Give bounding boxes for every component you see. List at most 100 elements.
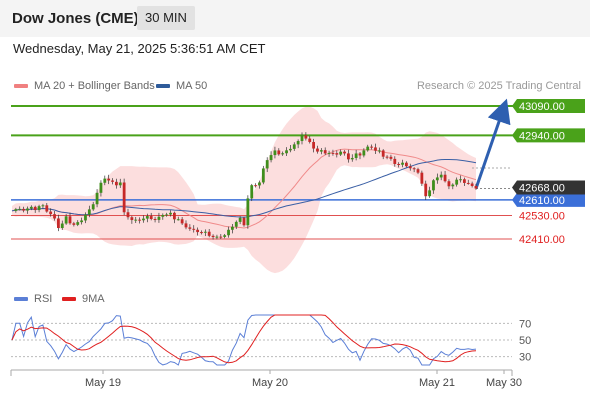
candle-body — [474, 185, 478, 189]
candle-body — [281, 153, 285, 155]
candle-body — [424, 183, 428, 197]
candle-body — [115, 181, 118, 186]
candle-body — [385, 156, 389, 158]
candle-body — [49, 211, 53, 215]
candle-body — [466, 182, 470, 184]
candle-body — [176, 219, 180, 221]
candle-body — [184, 223, 188, 228]
candle-body — [72, 223, 76, 225]
candle-body — [254, 185, 257, 187]
candle-body — [134, 219, 138, 221]
chart-datetime: Wednesday, May 21, 2025 5:36:51 AM CET — [13, 41, 266, 56]
candle-body — [169, 212, 172, 215]
candle-body — [130, 217, 134, 221]
candle-body — [443, 174, 447, 182]
legend-ma50-label: MA 50 — [176, 80, 208, 92]
legend-9ma: 9MA — [62, 293, 105, 305]
candle-body — [76, 222, 80, 225]
candle-body — [41, 205, 45, 207]
candle-body — [107, 178, 111, 181]
timeframe-badge[interactable]: 30 MIN — [137, 6, 195, 30]
candle-body — [33, 206, 37, 211]
candle-body — [362, 150, 366, 156]
candle-body — [389, 156, 393, 159]
candle-body — [142, 218, 145, 221]
candle-body — [173, 212, 176, 220]
candle-body — [289, 148, 292, 151]
candle-body — [161, 214, 165, 217]
candle-body — [393, 158, 397, 164]
level-label-0-bg — [512, 99, 585, 113]
candle-body — [381, 150, 385, 157]
candle-body — [265, 160, 269, 169]
candle-body — [285, 150, 288, 154]
copyright-text: Research © 2025 Trading Central — [416, 80, 581, 92]
candle-body — [126, 212, 130, 218]
candle-body — [45, 205, 49, 212]
candle-body — [223, 235, 227, 237]
9ma-swatch — [62, 297, 76, 301]
candle-body — [87, 209, 91, 215]
candle-body — [68, 216, 72, 224]
candle-body — [308, 138, 312, 142]
candle-body — [145, 216, 149, 219]
candle-body — [203, 231, 207, 233]
candle-body — [455, 179, 459, 185]
legend-rsi-label: RSI — [34, 293, 53, 305]
candle-body — [29, 206, 33, 209]
candle-body — [405, 162, 408, 167]
level-label-1-bg — [512, 128, 585, 143]
candle-body — [219, 236, 223, 238]
header-bar: Dow Jones (CME) 30 MIN — [0, 0, 590, 37]
candle-body — [412, 168, 416, 170]
bollinger-band — [12, 106, 476, 274]
level-label-2-bg — [512, 192, 585, 207]
candle-body — [149, 216, 153, 220]
legend-ma20-label: MA 20 + Bollinger Bands — [34, 80, 155, 92]
rsi-9ma-line — [11, 314, 477, 364]
candle-body — [231, 226, 234, 230]
rsi-swatch — [14, 297, 28, 301]
legend-rsi: RSI — [14, 293, 52, 305]
candle-body — [370, 146, 373, 148]
current-price-label-bg — [512, 180, 585, 195]
candle-body — [374, 147, 377, 151]
candle-body — [157, 216, 161, 220]
level-labels-layer: 43090.00 42940.00 42610.00 42530.00 42410.00… — [512, 99, 585, 246]
x-tick-label-1: May 20 — [252, 377, 288, 389]
candle-body — [343, 151, 346, 154]
candle-body — [258, 182, 261, 186]
candle-body — [118, 182, 122, 186]
candle-body — [246, 198, 250, 226]
current-price-label: 42668.00 — [519, 183, 565, 195]
level-label-1: 42940.00 — [519, 130, 565, 142]
candle-body — [227, 229, 230, 236]
candle-body — [238, 217, 242, 222]
candle-body — [416, 169, 420, 173]
candle-body — [250, 185, 254, 199]
ma50-swatch — [156, 84, 170, 88]
candle-body — [14, 209, 18, 211]
rsi-layer: 70 50 30 — [11, 314, 531, 366]
candle-body — [200, 232, 203, 234]
candle-body — [103, 178, 107, 183]
level-label-3: 42530.00 — [519, 211, 565, 223]
candle-body — [296, 141, 300, 145]
candle-body — [269, 155, 273, 161]
legend-9ma-label: 9MA — [82, 293, 105, 305]
candle-body — [319, 150, 323, 152]
ma20-swatch — [14, 84, 28, 88]
candle-body — [207, 231, 211, 236]
candle-body — [377, 150, 381, 152]
candle-body — [277, 150, 281, 155]
rsi-level-label-0: 70 — [519, 318, 531, 330]
candle-body — [211, 235, 215, 238]
x-axis-layer: May 19 May 20 May 21 May 30 — [10, 369, 522, 389]
candle-body — [304, 135, 308, 139]
x-tick-label-3: May 30 — [486, 377, 522, 389]
x-tick-label-2: May 21 — [419, 377, 455, 389]
candle-body — [26, 208, 29, 211]
candle-body — [366, 146, 370, 151]
candle-body — [439, 174, 443, 178]
